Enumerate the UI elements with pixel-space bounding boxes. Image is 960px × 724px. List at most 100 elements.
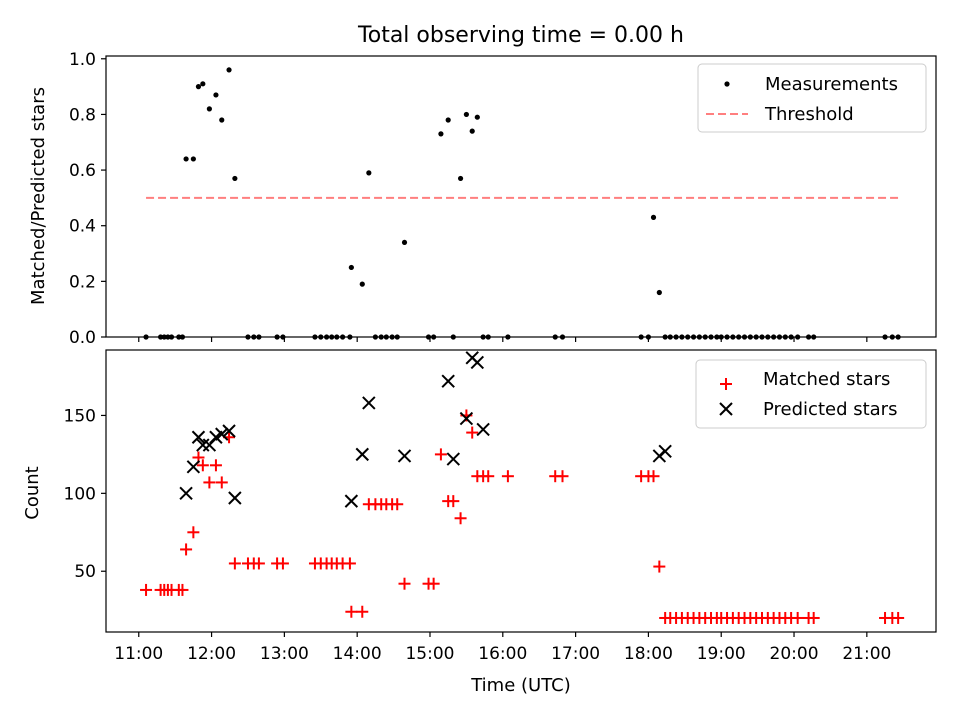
matched-star-point [482,470,495,483]
legend-measurements-label: Measurements [765,74,898,95]
legend-threshold-label: Threshold [764,104,854,125]
ratio-y-tick-label: 0.6 [69,161,96,181]
ratio-panel: 0.0 0.2 0.4 0.6 0.8 1.0 Matched/Predicted sta… [28,50,937,348]
predicted-star-point [186,460,201,474]
x-tick-label: 17:00 [551,644,600,664]
measurement-point [213,92,219,98]
predicted-star-stroke [228,491,242,505]
matched-star-point [356,605,369,618]
x-tick-label: 19:00 [697,644,746,664]
x-tick-label: 11:00 [114,644,163,664]
measurement-point [359,281,365,287]
count-x-ticks: 11:00 12:00 13:00 14:00 15:00 16:00 17:00 18:00… [114,632,891,664]
ratio-y-tick-label: 0.2 [69,272,96,292]
predicted-star-stroke [191,430,206,444]
count-legend: Matched stars Predicted stars [695,359,927,429]
predicted-star-point [215,427,229,441]
legend-measurements-marker [724,81,730,87]
measurement-point [195,84,202,90]
measurement-point [232,175,238,182]
chart-title: Total observing time = 0.00 h [357,23,684,48]
matched-star-point [653,560,666,573]
predicted-star-point [397,449,412,463]
measurement-point [656,289,662,296]
x-tick-label: 12:00 [187,644,236,664]
measurement-point [438,131,444,137]
x-axis-label: Time (UTC) [470,675,571,696]
x-tick-label: 16:00 [478,644,527,664]
ratio-y-tick-label: 0.4 [69,217,96,237]
matched-star-point [398,577,411,590]
predicted-star-stroke [658,444,672,458]
matched-star-point [807,611,820,624]
count-y-axis-label: Count [22,466,43,519]
matched-star-point [203,476,216,489]
x-tick-label: 15:00 [405,644,454,664]
predicted-star-stroke [362,396,376,410]
predicted-star-point [362,396,376,410]
legend-predicted-marker [719,402,733,416]
predicted-star-stroke [179,486,193,501]
x-tick-label: 21:00 [842,644,891,664]
predicted-star-stroke [446,452,460,466]
x-tick-label: 14:00 [333,644,382,664]
x-tick-label: 18:00 [624,644,673,664]
matched-star-point [209,459,222,472]
predicted-star-point [441,374,455,388]
matched-star-point [215,476,228,489]
predicted-star-stroke [186,460,201,474]
measurement-point [200,81,206,87]
matched-star-point [454,512,467,525]
x-tick-label: 20:00 [770,644,819,664]
measurement-point [183,156,189,162]
predicted-star-point [222,424,236,438]
legend-predicted-label: Predicted stars [763,399,897,420]
matched-star-point [466,426,479,439]
predicted-star-stroke [344,494,359,508]
predicted-star-stroke [459,411,474,426]
legend-matched-marker [720,378,732,390]
ratio-y-tick-label: 0.8 [69,105,96,125]
predicted-star-point [476,422,490,437]
predicted-star-point [228,491,242,505]
matched-star-point [391,498,404,511]
measurement-point [401,239,408,246]
count-panel-frame [105,349,937,633]
measurement-point [219,117,225,123]
ratio-y-ticks: 0.0 0.2 0.4 0.6 0.8 1.0 [69,50,106,348]
matched-star-point [176,583,189,596]
predicted-star-point [470,355,485,370]
legend-matched-label: Matched stars [763,369,890,390]
matched-star-point [140,583,153,596]
predicted-star-stroke [355,447,369,462]
matched-star-point [434,448,447,461]
measurement-point [190,156,196,162]
matched-star-point [196,459,209,472]
measurement-point [348,264,354,271]
predicted-star-point [658,444,672,458]
measurement-point [469,128,475,134]
matched-star-point [252,557,265,570]
predicted-star-point [179,486,193,501]
matched-star-point [427,577,440,590]
predicted-star-point [191,430,206,444]
ratio-y-tick-label: 0.0 [69,328,96,348]
matched-star-point [228,557,241,570]
matched-star-point [647,470,660,483]
predicted-star-stroke [397,449,412,463]
measurement-point [445,117,451,123]
matched-star-point [791,611,804,624]
matched-star-point [447,495,460,508]
matched-star-point [501,470,514,483]
predicted-star-stroke [196,438,210,452]
measurement-point [650,214,657,220]
matched-star-point [556,470,569,483]
measurement-point [226,67,232,73]
matched-star-point [343,557,356,570]
count-y-tick-label: 50 [74,562,96,582]
count-y-ticks: 50 100 150 [64,406,106,582]
matched-star-point [276,557,289,570]
measurement-point [366,170,372,176]
measurement-point [463,111,469,118]
